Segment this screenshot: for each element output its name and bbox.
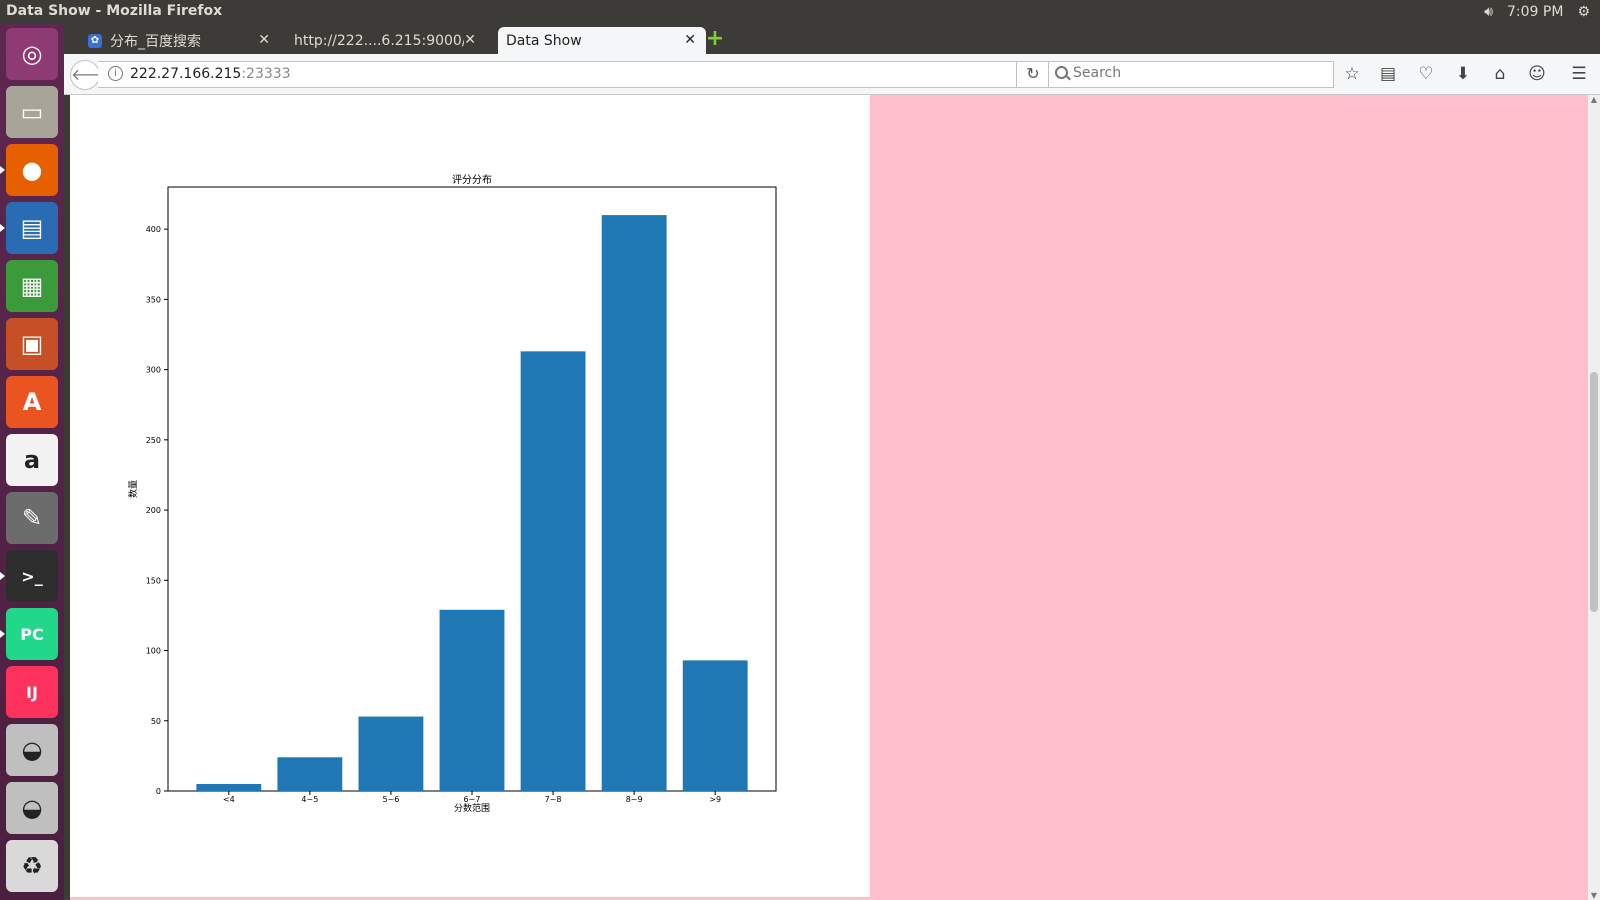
menu-icon[interactable]: ☰ [1571,64,1587,84]
y-axis-label: 数量 [127,480,139,498]
y-tick-label: 0 [156,787,161,796]
page-content: 评分分布 0 50 100 150 200 250 300 350 400 <4 4~5 5~6 6~7 7… [70,95,1588,900]
url-port: :23333 [241,66,291,82]
terminal-icon[interactable]: >_ [6,550,58,602]
disk-1-icon[interactable]: ◒ [6,724,58,776]
close-icon[interactable]: ✕ [684,32,696,48]
bar-2 [358,716,424,791]
search-input[interactable] [1071,64,1325,82]
trash-icon[interactable]: ♻ [6,840,58,892]
scroll-thumb[interactable] [1590,372,1598,612]
x-axis-label: 分数范围 [454,802,490,814]
scroll-up-icon[interactable]: ▲ [1590,95,1598,104]
search-icon [1055,66,1068,79]
x-tick-label: 8~9 [626,795,643,804]
bar-chart: 评分分布 0 50 100 150 200 250 300 350 400 <4 4~5 5~6 6~7 7… [127,174,777,814]
top-panel: Data Show - Mozilla Firefox 🔊︎ 7:09 PM ⚙ [0,0,1600,24]
disk-2-icon[interactable]: ◒ [6,782,58,834]
writer-icon[interactable]: ▤ [6,202,58,254]
y-tick-label: 250 [146,436,161,445]
bar-0 [196,783,262,791]
url-bar[interactable]: i 222.27.166.215:23333 [98,61,1017,88]
bar-6 [682,660,748,791]
pocket-icon[interactable]: ♡ [1418,64,1434,84]
bar-1 [277,757,343,791]
bar-4 [520,351,586,791]
ubuntu-dash-icon[interactable]: ◎ [6,28,58,80]
close-icon[interactable]: ✕ [464,32,476,48]
x-tick-label: 4~5 [301,795,318,804]
bookmark-star-icon[interactable]: ☆ [1344,64,1360,84]
bar-5 [601,215,667,791]
tab-data-show[interactable]: Data Show ✕ [498,27,706,54]
close-icon[interactable]: ✕ [258,32,270,48]
intellij-icon[interactable]: IJ [6,666,58,718]
calc-icon[interactable]: ▦ [6,260,58,312]
back-arrow-icon[interactable]: 🡐 [70,60,114,90]
y-tick-label: 400 [146,225,161,234]
x-tick-label: 6~7 [464,795,481,804]
y-tick-label: 200 [146,506,161,515]
reading-list-icon[interactable]: ▤ [1379,64,1397,84]
tab-bar: ✿ 分布_百度搜索 ✕ http://222....6.215:9000/ ✕ … [64,24,1600,54]
y-tick-label: 300 [146,366,161,375]
software-center-icon[interactable]: A [6,376,58,428]
url-host: 222.27.166.215 [130,66,242,82]
x-tick-label: <4 [223,795,235,804]
x-tick-label: 5~6 [382,795,399,804]
y-tick-label: 50 [151,717,161,726]
pycharm-icon[interactable]: PC [6,608,58,660]
files-icon[interactable]: ▭ [6,86,58,138]
volume-icon[interactable]: 🔊︎ [1484,4,1494,20]
x-tick-label: 7~8 [545,795,562,804]
running-indicator [0,224,5,232]
x-tick-label: >9 [709,795,721,804]
running-indicator [0,572,5,580]
running-indicator [0,166,5,174]
running-indicator [0,630,5,638]
chart-title: 评分分布 [452,174,492,186]
gear-icon[interactable]: ⚙ [1577,4,1590,20]
y-tick-label: 350 [146,295,161,304]
reload-icon[interactable]: ↻ [1016,61,1050,88]
system-settings-icon[interactable]: ✎ [6,492,58,544]
home-icon[interactable]: ⌂ [1494,64,1506,84]
download-icon[interactable]: ⬇ [1455,64,1471,84]
firefox-icon[interactable]: ● [6,144,58,196]
amazon-icon[interactable]: a [6,434,58,486]
info-icon[interactable]: i [108,66,123,81]
chat-icon[interactable]: ☺ [1528,64,1546,84]
tab-baidu[interactable]: ✿ 分布_百度搜索 ✕ [80,27,280,54]
scrollbar[interactable]: ▲ ▼ [1588,95,1600,900]
search-box[interactable] [1048,61,1334,88]
impress-icon[interactable]: ▣ [6,318,58,370]
window-title: Data Show - Mozilla Firefox [6,3,223,19]
clock[interactable]: 7:09 PM [1507,4,1564,20]
url-text: 222.27.166.215:23333 [130,66,291,82]
scroll-down-icon[interactable]: ▼ [1590,891,1598,900]
y-tick-label: 100 [146,647,161,656]
nav-bar: 🡐 i 222.27.166.215:23333 ↻ ☆ ▤ ♡ ⬇ ⌂ ☺ ☰ [64,54,1600,95]
tab-label: Data Show [506,32,582,49]
panel-indicators: 🔊︎ 7:09 PM ⚙ [1484,0,1600,24]
y-tick-label: 150 [146,576,161,585]
tab-label: http://222....6.215:9000/ [294,32,464,49]
tab-label: 分布_百度搜索 [110,33,201,50]
tab-server[interactable]: http://222....6.215:9000/ ✕ [286,27,486,54]
baidu-favicon-icon: ✿ [88,33,102,48]
new-tab-plus-icon[interactable]: + [705,26,725,51]
chart-panel: 评分分布 0 50 100 150 200 250 300 350 400 <4 4~5 5~6 6~7 7… [70,95,870,897]
bar-3 [439,609,505,791]
